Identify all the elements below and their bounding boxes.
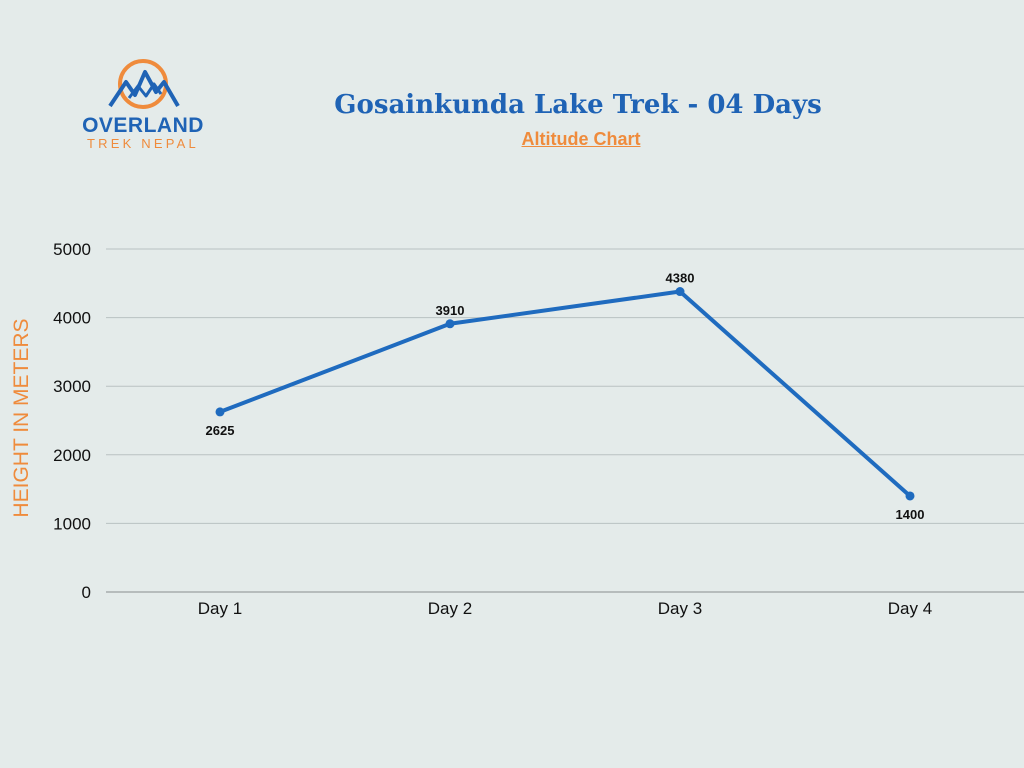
data-labels: 2625 3910 4380 1400 bbox=[206, 271, 925, 522]
y-tick-label-0: 0 bbox=[82, 583, 91, 602]
data-label-3: 4380 bbox=[666, 271, 695, 286]
y-tick-label-1000: 1000 bbox=[53, 514, 91, 533]
data-point-2 bbox=[445, 319, 455, 329]
data-label-1: 2625 bbox=[206, 423, 235, 438]
series-line-layer bbox=[218, 289, 912, 498]
data-points bbox=[215, 287, 915, 501]
data-label-4: 1400 bbox=[896, 507, 925, 522]
x-tick-label-2: Day 2 bbox=[428, 599, 472, 618]
data-point-4 bbox=[905, 491, 915, 501]
logo-tagline: TREK NEPAL bbox=[87, 136, 199, 151]
x-tick-label-3: Day 3 bbox=[658, 599, 702, 618]
y-tick-label-2000: 2000 bbox=[53, 446, 91, 465]
grid-lines bbox=[106, 248, 1024, 593]
altitude-series-line bbox=[218, 289, 912, 498]
mountain-logo-icon bbox=[108, 59, 180, 109]
x-axis-ticks: Day 1 Day 2 Day 3 Day 4 bbox=[198, 599, 932, 618]
overland-logo: OVERLAND TREK NEPAL bbox=[72, 58, 214, 154]
chart-title: Gosainkunda Lake Trek - 04 Days bbox=[334, 90, 822, 120]
chart-subtitle: Altitude Chart bbox=[521, 129, 641, 149]
y-tick-label-5000: 5000 bbox=[53, 240, 91, 259]
data-point-3 bbox=[675, 287, 685, 297]
x-tick-label-1: Day 1 bbox=[198, 599, 242, 618]
y-axis-ticks: 0 1000 2000 3000 4000 5000 bbox=[53, 240, 91, 602]
data-point-1 bbox=[215, 407, 225, 417]
data-label-2: 3910 bbox=[436, 303, 465, 318]
logo-brand-name: OVERLAND bbox=[82, 114, 204, 137]
y-tick-label-4000: 4000 bbox=[53, 309, 91, 328]
y-tick-label-3000: 3000 bbox=[53, 377, 91, 396]
x-tick-label-4: Day 4 bbox=[888, 599, 932, 618]
y-axis-label: HEIGHT IN METERS bbox=[10, 318, 33, 517]
